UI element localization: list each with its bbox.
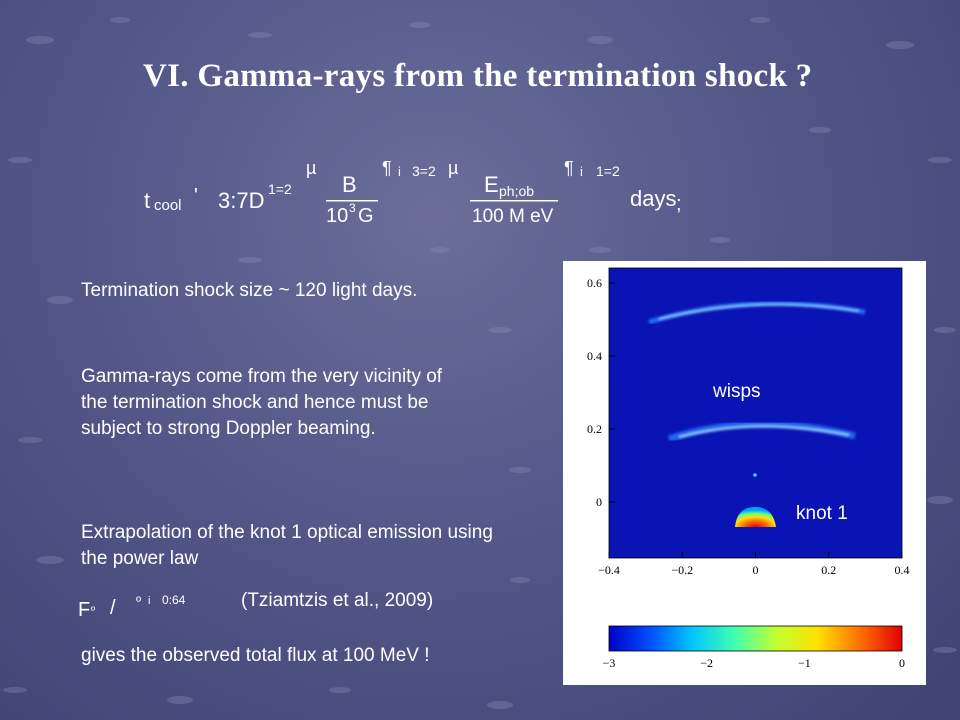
x-tick-label: 0.4 [895, 563, 910, 577]
y-tick-label: 0.2 [587, 422, 602, 436]
slide-title: VI. Gamma-rays from the termination shoc… [143, 58, 813, 94]
colorbar-ticks: −3 −2 −1 0 [603, 656, 905, 670]
colorbar-tick-label: 0 [899, 656, 905, 670]
paragraph-extrapolation: Extrapolation of the knot 1 optical emis… [81, 522, 493, 569]
pl-lhs-sub: º [91, 605, 95, 617]
y-tick-label: 0.4 [587, 349, 602, 363]
eq-exp1-sign: i [398, 164, 401, 179]
x-tick-label: −0.4 [598, 563, 620, 577]
colorbar-tick-label: −1 [798, 656, 811, 670]
eq-coef: 3:7D [218, 188, 264, 213]
x-tick-label: 0.2 [821, 563, 836, 577]
cooling-time-equation: t cool ' 3:7D 1=2 µ B 10 3 G ¶ i 3=2 µ E… [144, 158, 682, 227]
eq-frac2-num-base: E [484, 172, 499, 197]
eq-frac2-num-sub: ph;ob [499, 183, 534, 199]
label-wisps: wisps [712, 381, 761, 402]
eq-exp2-sign: i [580, 164, 583, 179]
eq-frac2-den: 100 M eV [472, 206, 554, 227]
wisp-lower [667, 420, 856, 443]
colorbar-tick-label: −2 [700, 656, 713, 670]
eq-exp1: 3=2 [412, 163, 436, 179]
x-axis-ticks: −0.4 −0.2 0 0.2 0.4 [598, 552, 910, 577]
eq-lhs: t [144, 188, 150, 213]
pl-rhs: º [136, 593, 141, 609]
paragraph-conclusion: gives the observed total flux at 100 MeV… [81, 645, 430, 666]
eq-paren-top-1: µ [306, 158, 316, 178]
colorbar [608, 625, 903, 652]
eq-frac1-den-base: 10 [326, 205, 348, 227]
paragraph-doppler: Gamma-rays come from the very vicinity o… [81, 366, 443, 439]
eq-exp2: 1=2 [596, 163, 620, 179]
eq-paren-close-2: ¶ [564, 158, 574, 178]
pl-exp: 0:64 [162, 593, 186, 607]
eq-frac1-den-unit: G [358, 205, 374, 227]
colorbar-tick-label: −3 [603, 656, 616, 670]
eq-frac1-num: B [342, 172, 357, 197]
y-axis-ticks: 0.6 0.4 0.2 0 [587, 276, 615, 509]
eq-paren-top-2: µ [448, 158, 458, 178]
eq-coef-exp: 1=2 [268, 181, 292, 197]
eq-approx: ' [194, 185, 198, 207]
eq-unit: days [630, 186, 676, 211]
x-tick-label: −0.2 [671, 563, 693, 577]
pl-prop: / [110, 597, 116, 619]
eq-trail: ; [676, 193, 682, 215]
y-tick-label: 0 [596, 495, 602, 509]
eq-frac1-den-exp: 3 [349, 201, 356, 215]
knot-1-blob [735, 507, 776, 527]
simulation-map-figure: wisps knot 1 −0.4 −0.2 0 0.2 0.4 0.6 0.4 0.2 0 … [563, 261, 926, 685]
wisp-upper [648, 301, 866, 325]
x-tick-label: 0 [753, 563, 759, 577]
label-knot-1: knot 1 [796, 503, 848, 524]
y-tick-label: 0.6 [587, 276, 602, 290]
eq-paren-close-1: ¶ [382, 158, 392, 178]
paragraph-shock-size: Termination shock size ~ 120 light days. [81, 280, 418, 301]
pl-lhs: F [78, 599, 90, 621]
citation: (Tziamtzis et al., 2009) [241, 590, 434, 611]
power-law-formula: F º / º i 0:64 [78, 593, 186, 621]
pl-exp-sign: i [148, 595, 150, 607]
eq-lhs-sub: cool [154, 197, 182, 214]
map-point-source [753, 473, 757, 477]
